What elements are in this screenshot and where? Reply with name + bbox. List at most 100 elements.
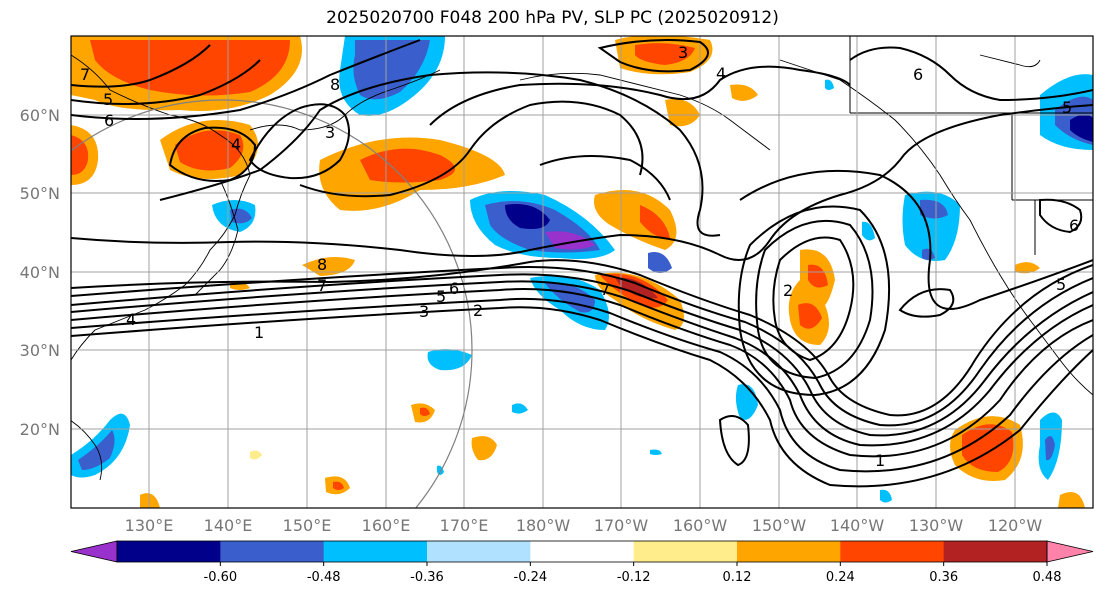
lon-label: 160°W: [673, 516, 728, 535]
contour-label: 4: [716, 64, 726, 83]
pv-positive-core: [71, 135, 89, 175]
lon-label: 170°W: [594, 516, 649, 535]
pv-positive-core: [175, 130, 244, 171]
colorbar-tick-label: -0.60: [204, 570, 238, 585]
pv-negative-region: [512, 403, 528, 414]
contour-label: 4: [231, 135, 241, 154]
lon-label: 130°E: [125, 516, 174, 535]
pv-negative-region: [825, 79, 834, 90]
contour-label: 8: [330, 75, 340, 94]
lat-label: 30°N: [20, 341, 60, 360]
reference-circle: [71, 99, 473, 508]
slp-contours: [71, 39, 1093, 488]
contour-label: 5: [436, 287, 446, 306]
pv-negative-core: [78, 430, 115, 470]
pv-positive-core: [635, 43, 695, 65]
map-frame: [70, 35, 1094, 509]
colorbar: -0.60 -0.48 -0.36 -0.24 -0.12 0.12 0.24 0.36 0.4…: [70, 540, 1094, 585]
contour-label: 7: [600, 280, 610, 299]
colorbar-tick-label: 0.48: [1033, 570, 1062, 585]
pv-negative-core: [1045, 436, 1055, 461]
lat-label: 60°N: [20, 106, 60, 125]
pv-negative-core: [922, 248, 935, 260]
pv-negative-core: [505, 204, 550, 229]
colorbar-swatch: [530, 541, 635, 562]
colorbar-swatch: [220, 541, 325, 562]
colorbar-swatch: [323, 541, 428, 562]
pv-negative-region: [862, 221, 875, 241]
pv-positive-region: [665, 99, 700, 127]
colorbar-swatch: [427, 541, 531, 562]
lon-label: 160°E: [362, 516, 411, 535]
pv-positive-core: [420, 407, 430, 416]
contour-label: 5: [1056, 275, 1066, 294]
contour-label: 5: [1062, 98, 1072, 117]
lon-label: 150°W: [752, 516, 807, 535]
lon-label: 130°W: [909, 516, 964, 535]
contour-label: 6: [913, 65, 923, 84]
pv-positive-region: [1015, 262, 1040, 274]
pv-negative-core: [920, 199, 948, 219]
colorbar-swatch: [737, 541, 841, 562]
pv-positive-region: [1058, 491, 1085, 508]
colorbar-tick-label: 0.36: [929, 570, 958, 585]
colorbar-tick-label: 0.24: [826, 570, 855, 585]
colorbar-swatch: [840, 541, 945, 562]
pv-positive-core: [333, 481, 344, 490]
map-title: 2025020700 F048 200 hPa PV, SLP PC (2025…: [326, 8, 779, 28]
colorbar-tick-label: -0.48: [307, 570, 341, 585]
contour-label: 6: [449, 279, 459, 298]
contour-label: 2: [473, 301, 483, 320]
pv-positive-region: [730, 84, 758, 101]
contour-label: 1: [875, 451, 885, 470]
pv-negative-region: [648, 252, 672, 273]
pv-positive-core: [360, 148, 455, 183]
lat-label: 40°N: [20, 263, 60, 282]
pv-positive-region: [250, 450, 262, 460]
lon-label: 140°W: [830, 516, 885, 535]
pv-positive-core: [90, 40, 290, 96]
colorbar-swatch: [943, 541, 1048, 562]
pv-positive-region: [471, 436, 497, 461]
pv-negative-region: [650, 449, 662, 455]
contour-label: 3: [325, 123, 335, 142]
lon-label: 170°E: [440, 516, 489, 535]
pv-positive-core: [808, 264, 828, 288]
contour-label: 8: [317, 255, 327, 274]
contour-label: 7: [80, 65, 90, 84]
colorbar-tick-label: -0.12: [617, 570, 651, 585]
colorbar-extension-low: [70, 540, 118, 563]
contour-labels: 3 4 6 8 7 5 6 4 3 5 8 7 5 6 2 3 1 4 2 1 …: [80, 43, 1079, 470]
colorbar-swatch: [633, 541, 738, 562]
pv-negative-core: [1070, 114, 1093, 142]
lon-label: 120°W: [988, 516, 1043, 535]
colorbar-tick-label: 0.12: [723, 570, 752, 585]
contour-label: 6: [104, 111, 114, 130]
contour-label: 5: [103, 90, 113, 109]
colorbar-swatch: [117, 541, 221, 562]
pv-negative-core: [353, 40, 430, 100]
contour-label: 2: [783, 281, 793, 300]
pv-positive-core: [640, 205, 670, 239]
colorbar-border: [116, 540, 1048, 563]
pv-positive-region: [302, 256, 355, 276]
latitude-labels: 60°N 50°N 40°N 30°N 20°N: [20, 106, 60, 439]
contour-label: 4: [126, 310, 136, 329]
contour-label: 7: [317, 276, 327, 295]
contour-label: 3: [678, 43, 688, 62]
contour-label: 1: [254, 323, 264, 342]
contour-label: 6: [1069, 216, 1079, 235]
pv-positive-strong: [615, 277, 658, 299]
colorbar-tick-label: -0.36: [410, 570, 444, 585]
pv-positive-core: [798, 303, 822, 329]
contour-label: 3: [419, 302, 429, 321]
lon-label: 180°W: [516, 516, 571, 535]
pv-positive-region: [140, 493, 160, 508]
lat-label: 20°N: [20, 420, 60, 439]
pv-negative-region: [427, 349, 472, 371]
colorbar-extension-high: [1046, 540, 1094, 563]
longitude-labels: 130°E 140°E 150°E 160°E 170°E 180°W 170°…: [125, 516, 1043, 535]
lat-label: 50°N: [20, 184, 60, 203]
lon-label: 140°E: [204, 516, 253, 535]
